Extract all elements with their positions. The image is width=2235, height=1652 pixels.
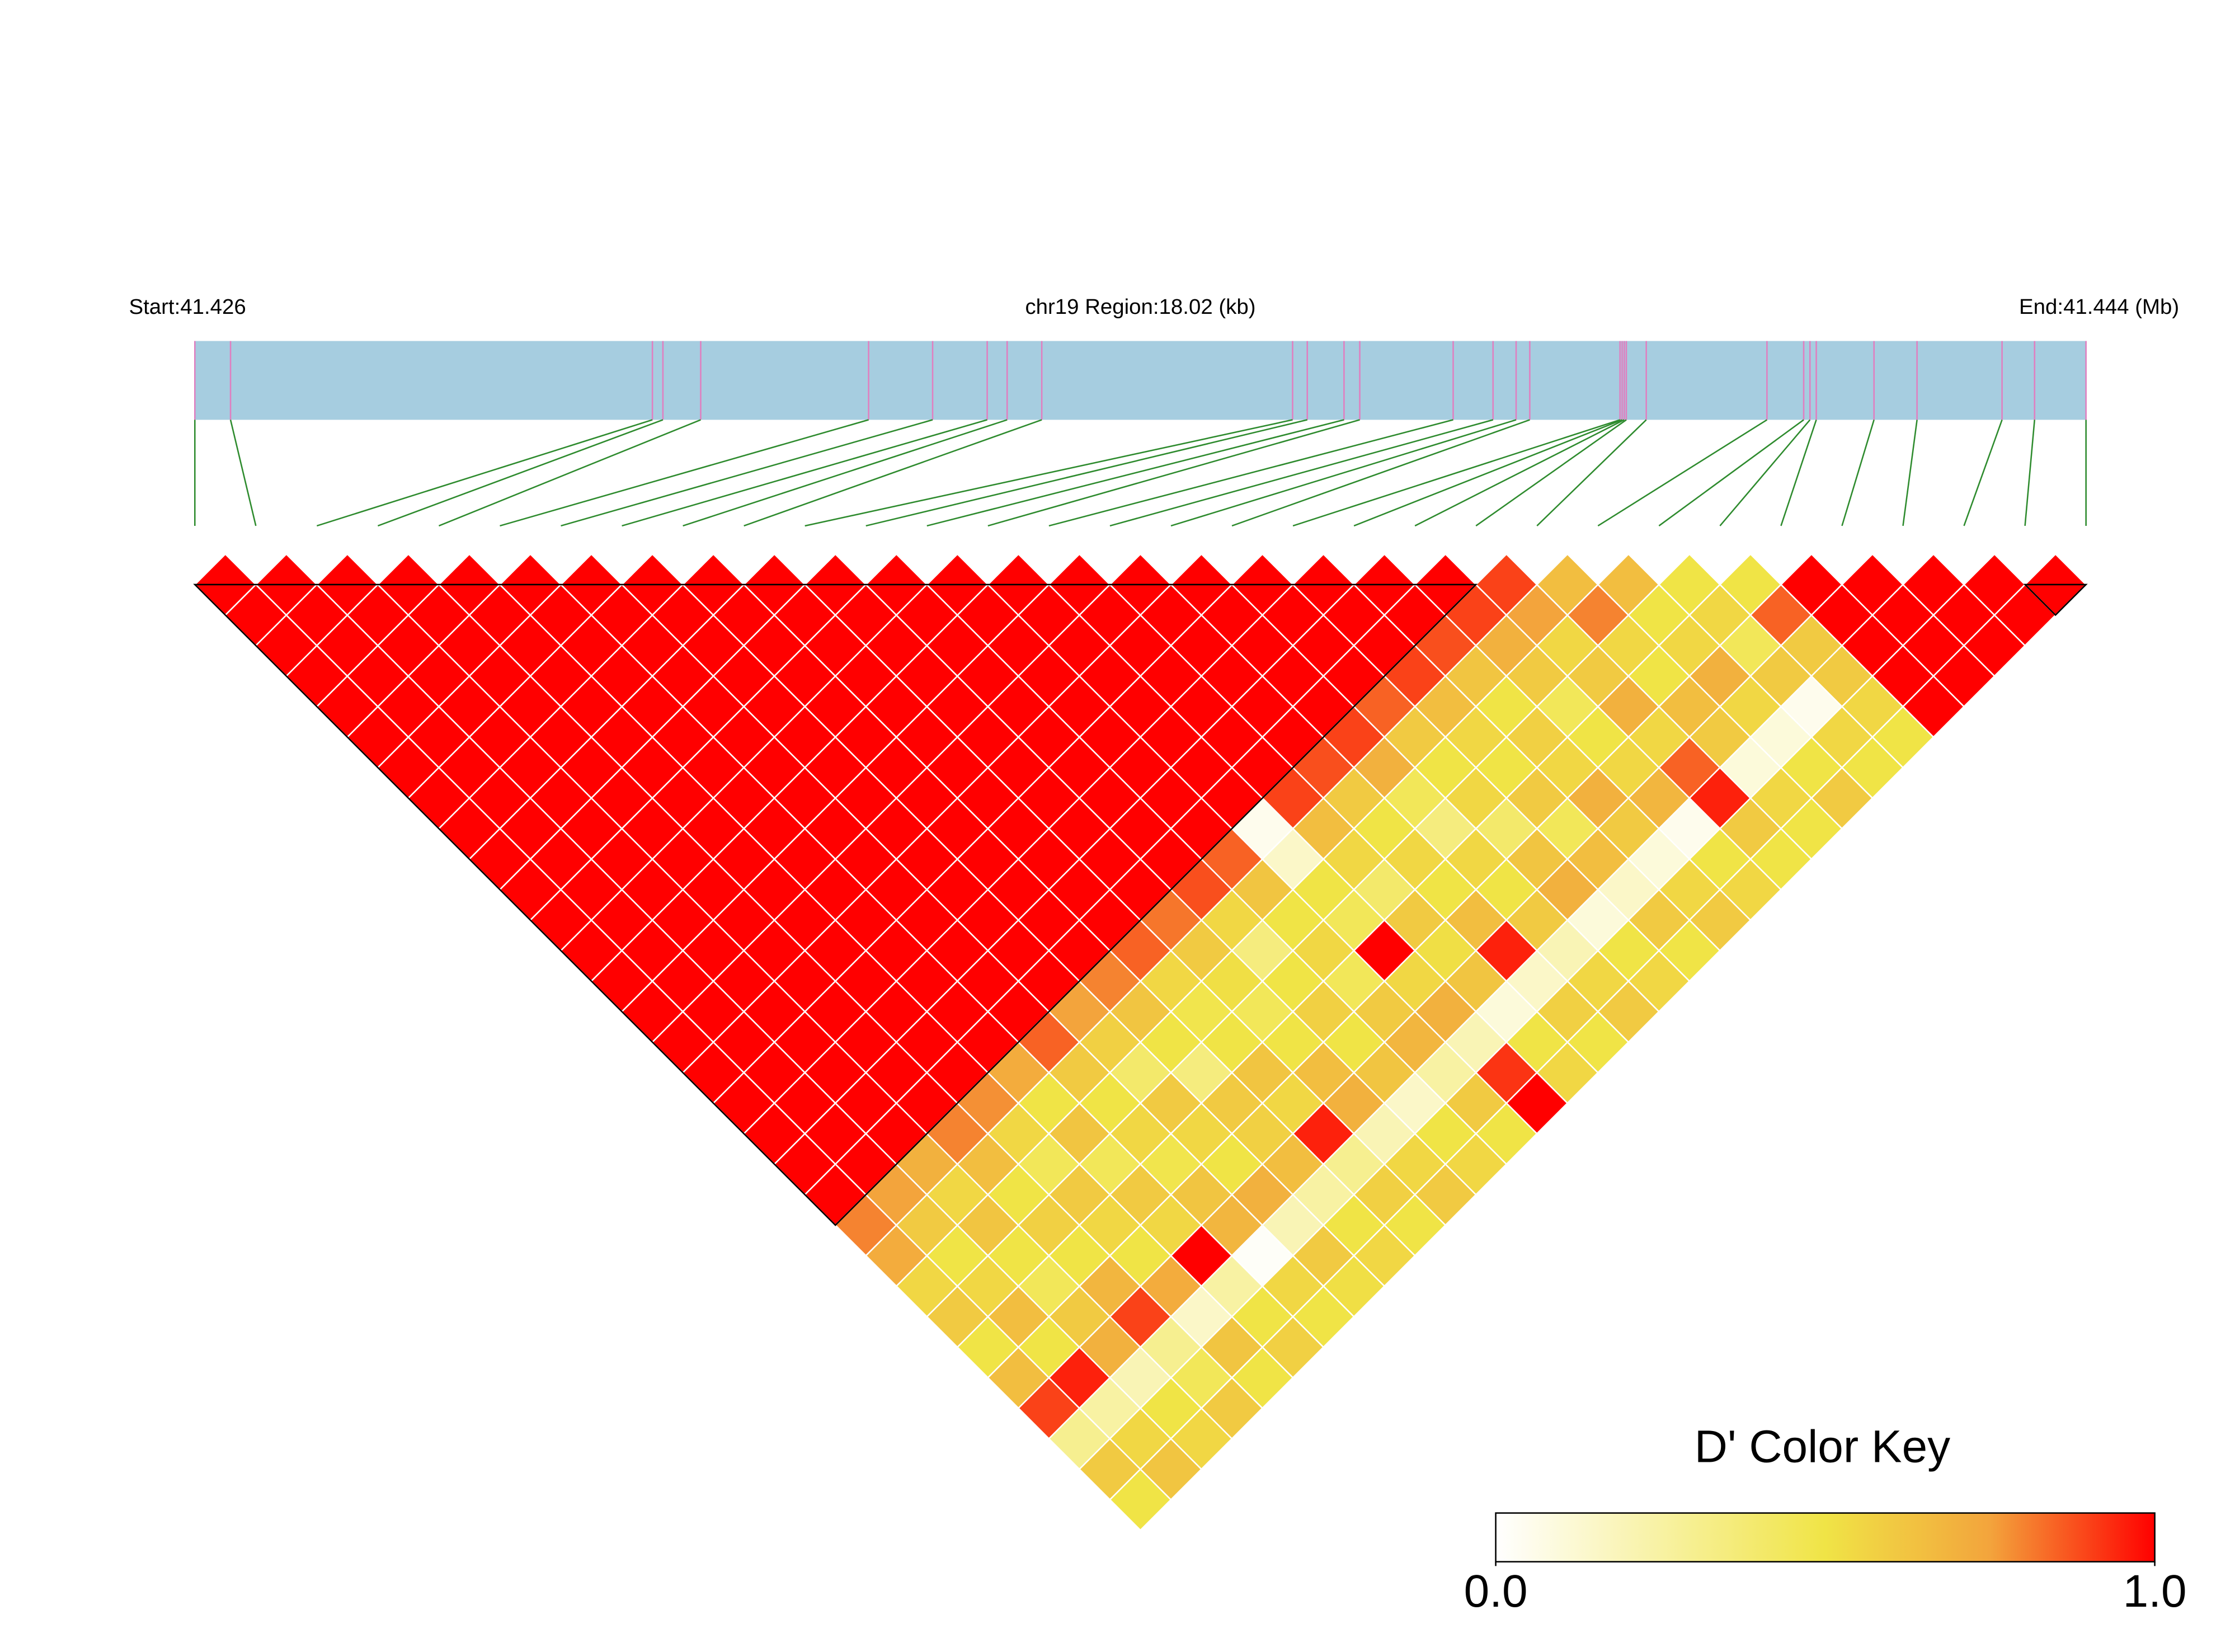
region-label: chr19 Region:18.02 (kb) xyxy=(1025,295,1255,319)
snp-connector xyxy=(316,419,653,527)
snp-connector xyxy=(1292,419,1621,527)
snp-connector xyxy=(438,419,701,527)
snp-connector xyxy=(1170,419,1517,527)
snp-connector xyxy=(1353,419,1622,527)
ld-block xyxy=(193,583,1478,1226)
ld-block xyxy=(2023,583,2088,616)
snp-connector xyxy=(1719,419,1811,526)
key-tick-label: 1.0 xyxy=(2123,1566,2187,1617)
snp-connector xyxy=(377,419,664,527)
snp-connector xyxy=(2024,420,2036,526)
region-bar xyxy=(195,341,2086,420)
snp-connector xyxy=(1048,419,1453,527)
snp-connector xyxy=(500,419,869,527)
snp-connector xyxy=(865,419,1308,527)
snp-connector xyxy=(1414,419,1625,527)
color-key xyxy=(1495,1512,2156,1562)
snp-connector xyxy=(1536,419,1647,526)
snp-connector xyxy=(1841,420,1875,526)
snp-connector xyxy=(229,420,257,526)
key-tick-label: 0.0 xyxy=(1464,1566,1528,1617)
snp-connector xyxy=(1780,420,1817,526)
snp-connector xyxy=(1231,419,1530,527)
snp-connector xyxy=(1658,419,1804,526)
end-label: End:41.444 (Mb) xyxy=(2019,295,2179,319)
snp-connector xyxy=(683,419,1008,527)
snp-connector xyxy=(804,419,1293,527)
snp-connector xyxy=(1475,419,1627,526)
snp-connector xyxy=(1597,419,1768,527)
snp-connector xyxy=(561,419,933,527)
snp-connector xyxy=(744,419,1042,527)
snp-connector xyxy=(1963,419,2003,526)
snp-connector xyxy=(987,419,1360,527)
key-title: D' Color Key xyxy=(1695,1422,1950,1472)
snp-connector xyxy=(1109,419,1494,527)
snp-connector xyxy=(1902,420,1918,526)
start-label: Start:41.426 xyxy=(129,295,246,319)
snp-connector xyxy=(622,419,987,527)
snp-connector xyxy=(926,419,1344,527)
